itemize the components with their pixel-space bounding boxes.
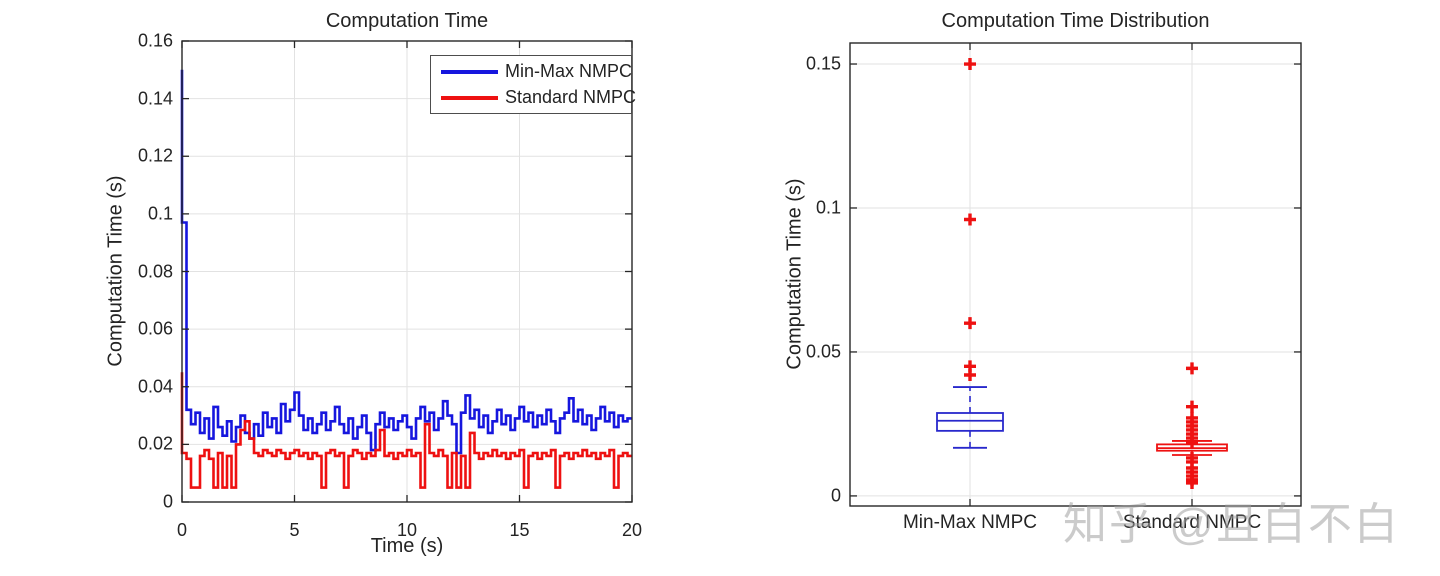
left-y-tick-label: 0.12	[137, 145, 173, 166]
outlier-plus-marker	[1186, 400, 1198, 413]
left-x-tick-label: 15	[509, 520, 530, 540]
legend-line-sample-red	[441, 95, 498, 100]
left-y-tick-label: 0.14	[137, 88, 173, 109]
box-iqr	[936, 412, 1004, 432]
series-line-standard-nmpc	[180, 372, 632, 489]
legend-label: Standard NMPC	[505, 87, 637, 107]
left-y-axis-label: Computation Time (s)	[104, 175, 127, 367]
outlier-plus-marker	[1186, 476, 1198, 489]
right-y-tick-label: 0	[830, 485, 841, 506]
left-y-tick-label: 0.02	[137, 433, 173, 454]
right-y-tick-label: 0.05	[805, 341, 841, 362]
left-x-tick-label: 0	[176, 520, 188, 540]
outlier-plus-marker	[1186, 435, 1198, 448]
left-x-tick-label: 20	[621, 520, 643, 540]
left-y-tick-label: 0.06	[137, 318, 173, 339]
left-y-tick-label: 0.1	[147, 203, 173, 224]
outlier-plus-marker	[964, 368, 976, 381]
right-chart-plot-area	[849, 42, 1302, 507]
axes-border	[849, 42, 1302, 507]
legend-item-minmax-nmpc: Min-Max NMPC	[431, 61, 633, 82]
outlier-plus-marker	[964, 213, 976, 226]
left-y-tick-label: 0	[162, 491, 173, 512]
left-chart-plot-area	[180, 40, 633, 503]
right-y-tick-label: 0.15	[805, 53, 841, 74]
left-x-tick-label: 10	[396, 520, 418, 540]
outlier-plus-marker	[1186, 362, 1198, 375]
legend-item-standard-nmpc: Standard NMPC	[431, 87, 636, 108]
category-label-minmax-nmpc: Min-Max NMPC	[902, 512, 1038, 533]
legend: Min-Max NMPC Standard NMPC	[430, 55, 636, 114]
legend-label: Min-Max NMPC	[505, 61, 633, 81]
left-y-tick-label: 0.16	[137, 30, 173, 51]
outlier-plus-marker	[964, 317, 976, 330]
legend-line-sample-blue	[441, 69, 498, 74]
left-x-tick-label: 5	[289, 520, 300, 540]
outlier-plus-marker	[964, 58, 976, 71]
left-x-axis-label: Time (s)	[370, 535, 444, 557]
series-line-min-max-nmpc	[180, 69, 632, 455]
right-y-tick-label: 0.1	[815, 197, 841, 218]
zhihu-watermark: 知乎 @且白不白	[1063, 500, 1400, 549]
left-y-tick-label: 0.08	[137, 261, 173, 281]
category-label-standard-nmpc: Standard NMPC	[1122, 512, 1262, 533]
right-y-axis-label: Computation Time (s)	[783, 178, 806, 370]
right-chart-title: Computation Time Distribution	[941, 10, 1210, 32]
left-chart-title: Computation Time	[325, 10, 489, 32]
left-y-tick-label: 0.04	[137, 376, 173, 397]
